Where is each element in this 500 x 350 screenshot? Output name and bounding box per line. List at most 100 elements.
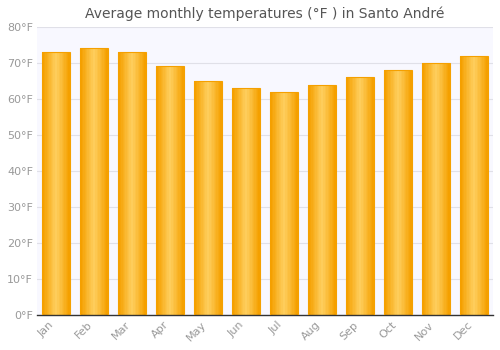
Bar [477, 56, 478, 315]
Bar [135, 52, 136, 315]
Bar [272, 92, 273, 315]
Bar [162, 66, 164, 315]
Bar [404, 70, 405, 315]
Bar [134, 52, 135, 315]
Bar [370, 77, 371, 315]
Bar [356, 77, 358, 315]
Bar [408, 70, 409, 315]
Bar [294, 92, 295, 315]
Bar [386, 70, 387, 315]
Bar [320, 84, 322, 315]
Bar [296, 92, 298, 315]
Bar [484, 56, 485, 315]
Bar [466, 56, 467, 315]
Bar [258, 88, 260, 315]
Bar [249, 88, 250, 315]
Bar [118, 52, 120, 315]
Bar [326, 84, 328, 315]
Bar [101, 48, 102, 315]
Bar [424, 63, 425, 315]
Bar [316, 84, 318, 315]
Bar [350, 77, 352, 315]
Bar [118, 52, 146, 315]
Bar [60, 52, 62, 315]
Bar [318, 84, 320, 315]
Bar [140, 52, 141, 315]
Bar [467, 56, 468, 315]
Bar [181, 66, 182, 315]
Bar [478, 56, 480, 315]
Bar [236, 88, 238, 315]
Bar [253, 88, 254, 315]
Bar [173, 66, 174, 315]
Bar [402, 70, 404, 315]
Bar [354, 77, 356, 315]
Bar [448, 63, 450, 315]
Bar [159, 66, 160, 315]
Bar [128, 52, 130, 315]
Bar [291, 92, 292, 315]
Bar [42, 52, 70, 315]
Bar [422, 63, 450, 315]
Bar [98, 48, 100, 315]
Bar [384, 70, 411, 315]
Bar [329, 84, 330, 315]
Bar [206, 81, 208, 315]
Bar [324, 84, 325, 315]
Bar [80, 48, 108, 315]
Bar [170, 66, 172, 315]
Title: Average monthly temperatures (°F ) in Santo André: Average monthly temperatures (°F ) in Sa… [86, 7, 445, 21]
Bar [325, 84, 326, 315]
Bar [197, 81, 198, 315]
Bar [232, 88, 234, 315]
Bar [121, 52, 122, 315]
Bar [443, 63, 444, 315]
Bar [144, 52, 146, 315]
Bar [105, 48, 106, 315]
Bar [48, 52, 50, 315]
Bar [94, 48, 96, 315]
Bar [63, 52, 64, 315]
Bar [276, 92, 277, 315]
Bar [398, 70, 400, 315]
Bar [394, 70, 396, 315]
Bar [64, 52, 66, 315]
Bar [102, 48, 104, 315]
Bar [358, 77, 360, 315]
Bar [46, 52, 48, 315]
Bar [464, 56, 466, 315]
Bar [62, 52, 63, 315]
Bar [364, 77, 366, 315]
Bar [160, 66, 162, 315]
Bar [44, 52, 45, 315]
Bar [250, 88, 252, 315]
Bar [295, 92, 296, 315]
Bar [460, 56, 462, 315]
Bar [273, 92, 274, 315]
Bar [96, 48, 97, 315]
Bar [428, 63, 429, 315]
Bar [174, 66, 176, 315]
Bar [485, 56, 486, 315]
Bar [208, 81, 210, 315]
Bar [124, 52, 126, 315]
Bar [244, 88, 246, 315]
Bar [218, 81, 219, 315]
Bar [363, 77, 364, 315]
Bar [156, 66, 158, 315]
Bar [371, 77, 372, 315]
Bar [482, 56, 484, 315]
Bar [166, 66, 168, 315]
Bar [278, 92, 280, 315]
Bar [59, 52, 60, 315]
Bar [292, 92, 294, 315]
Bar [142, 52, 143, 315]
Bar [242, 88, 244, 315]
Bar [45, 52, 46, 315]
Bar [164, 66, 166, 315]
Bar [92, 48, 94, 315]
Bar [126, 52, 128, 315]
Bar [367, 77, 368, 315]
Bar [58, 52, 59, 315]
Bar [310, 84, 311, 315]
